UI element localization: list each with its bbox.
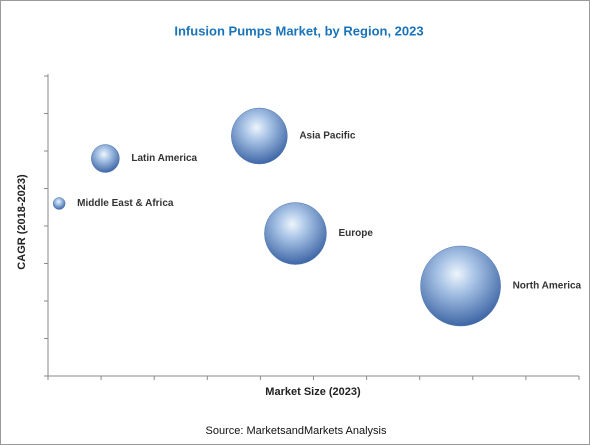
bubble-label: Latin America bbox=[131, 153, 197, 164]
bubble bbox=[52, 197, 66, 210]
bubble-label: Asia Pacific bbox=[299, 131, 356, 142]
bubble bbox=[420, 245, 501, 327]
bubble bbox=[91, 144, 120, 173]
bubble bbox=[231, 107, 288, 165]
source-note: Source: MarketsandMarkets Analysis bbox=[206, 425, 387, 437]
bubble-label: Europe bbox=[338, 228, 373, 239]
bubble bbox=[264, 202, 327, 265]
chart-title: Infusion Pumps Market, by Region, 2023 bbox=[174, 23, 423, 38]
bubble-label: North America bbox=[513, 281, 582, 292]
bubble-label: Middle East & Africa bbox=[77, 198, 174, 209]
y-axis-label: CAGR (2018-2023) bbox=[16, 174, 28, 270]
x-axis-label: Market Size (2023) bbox=[265, 386, 361, 398]
